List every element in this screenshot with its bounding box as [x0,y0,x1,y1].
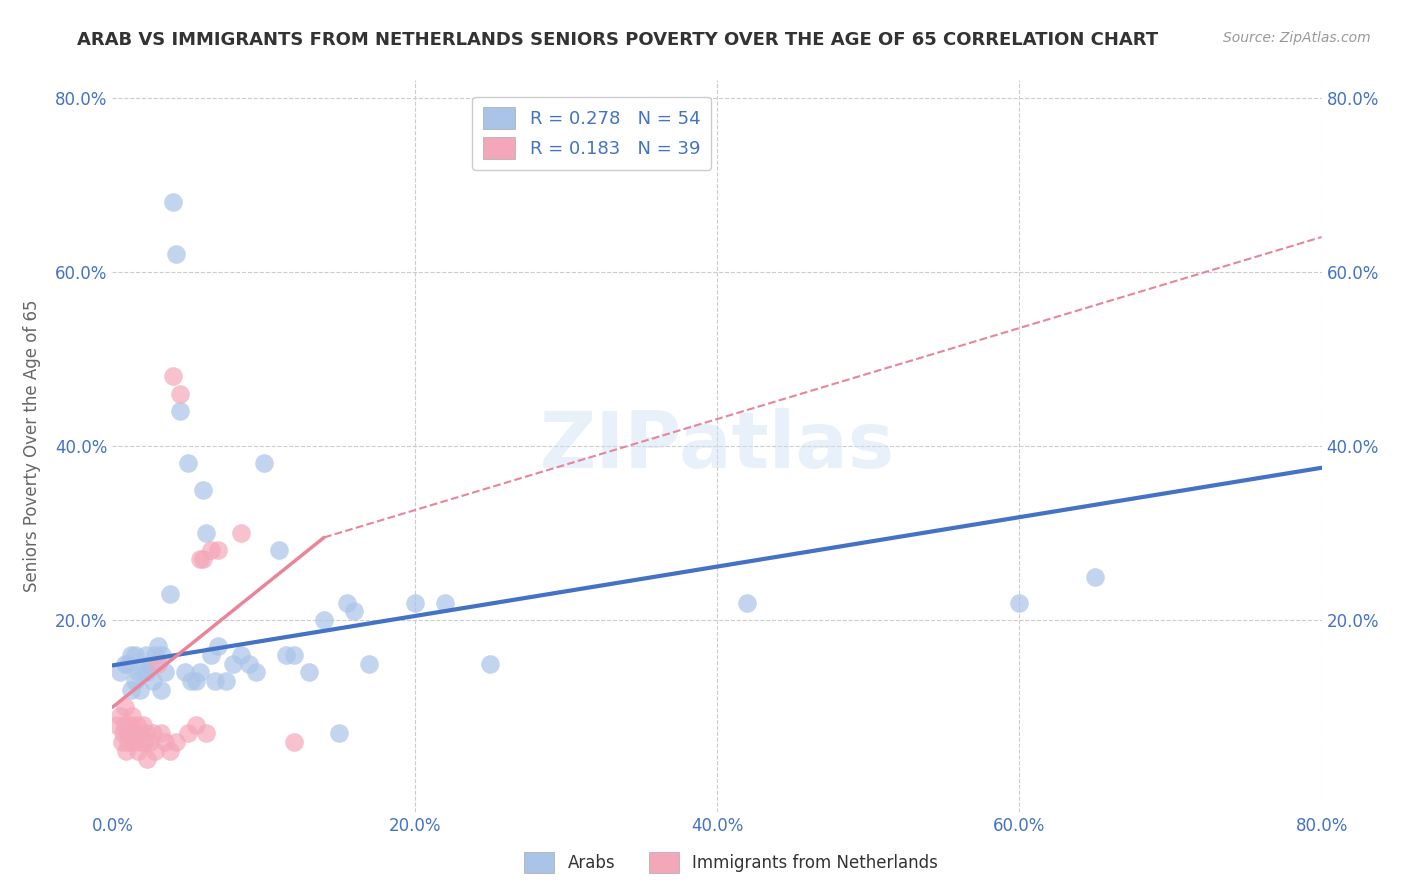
Point [143,648,166,662]
Point [128,682,150,697]
Point [283,648,305,662]
Point [162,195,184,210]
Point [124,648,146,662]
Point [120,648,142,662]
Point [120,682,142,697]
Point [114,700,136,714]
Point [155,665,177,680]
Point [149,726,172,740]
Point [124,674,146,689]
Point [336,596,359,610]
Point [162,369,184,384]
Text: ARAB VS IMMIGRANTS FROM NETHERLANDS SENIORS POVERTY OVER THE AGE OF 65 CORRELATI: ARAB VS IMMIGRANTS FROM NETHERLANDS SENI… [77,31,1159,49]
Point [253,457,276,471]
Point [174,665,197,680]
Point [215,674,238,689]
Point [195,526,218,541]
Point [122,735,145,749]
Y-axis label: Seniors Poverty Over the Age of 65: Seniors Poverty Over the Age of 65 [24,300,41,592]
Point [142,674,165,689]
Point [134,735,156,749]
Point [184,717,207,731]
Point [180,674,202,689]
Point [207,640,229,654]
Point [314,613,336,627]
Point [204,674,226,689]
Point [146,657,169,671]
Point [125,717,148,731]
Point [112,726,135,740]
Point [276,648,298,662]
Point [132,665,155,680]
Point [1084,569,1107,583]
Point [155,735,177,749]
Point [108,665,131,680]
Point [105,717,128,731]
Legend: R = 0.278   N = 54, R = 0.183   N = 39: R = 0.278 N = 54, R = 0.183 N = 39 [472,96,711,169]
Point [298,665,321,680]
Point [328,726,350,740]
Point [117,726,139,740]
Point [121,709,143,723]
Point [135,726,157,740]
Point [433,596,456,610]
Point [108,709,131,723]
Point [283,735,305,749]
Legend: Arabs, Immigrants from Netherlands: Arabs, Immigrants from Netherlands [517,846,945,880]
Point [229,526,252,541]
Point [267,543,290,558]
Point [142,726,165,740]
Point [120,717,142,731]
Point [238,657,260,671]
Point [479,657,502,671]
Point [150,648,173,662]
Point [136,752,159,766]
Point [359,657,381,671]
Point [117,657,139,671]
Point [165,735,187,749]
Point [222,657,245,671]
Point [159,587,181,601]
Point [404,596,426,610]
Point [124,726,146,740]
Point [132,717,155,731]
Point [169,386,191,401]
Point [127,744,149,758]
Point [169,404,191,418]
Point [200,543,222,558]
Point [139,735,162,749]
Point [117,735,139,749]
Point [143,744,166,758]
Point [127,665,149,680]
Point [146,640,169,654]
Text: ZIPatlas: ZIPatlas [540,408,894,484]
Text: Source: ZipAtlas.com: Source: ZipAtlas.com [1223,31,1371,45]
Point [128,735,150,749]
Point [115,744,138,758]
Point [159,744,181,758]
Point [165,247,187,261]
Point [207,543,229,558]
Point [229,648,252,662]
Point [343,604,366,618]
Point [188,552,211,566]
Point [191,552,214,566]
Point [191,483,214,497]
Point [139,657,162,671]
Point [1008,596,1031,610]
Point [195,726,218,740]
Point [114,657,136,671]
Point [200,648,222,662]
Point [177,457,200,471]
Point [177,726,200,740]
Point [737,596,759,610]
Point [184,674,207,689]
Point [149,682,172,697]
Point [245,665,267,680]
Point [188,665,211,680]
Point [136,665,159,680]
Point [135,648,157,662]
Point [110,735,132,749]
Point [114,717,136,731]
